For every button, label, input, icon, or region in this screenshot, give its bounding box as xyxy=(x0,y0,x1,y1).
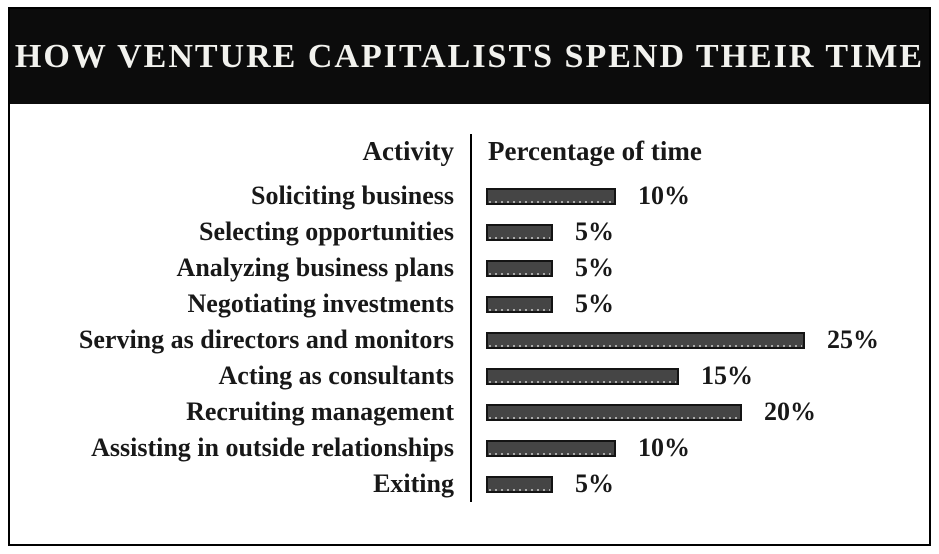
table-row: Soliciting business 10% xyxy=(10,178,929,214)
bar xyxy=(486,295,553,313)
table-row: Assisting in outside relationships 10% xyxy=(10,430,929,466)
activity-column-header: Activity xyxy=(362,136,454,166)
table-header-row: Activity Percentage of time xyxy=(10,134,929,178)
value-label: 5% xyxy=(575,217,614,246)
bar-cell: 15% xyxy=(470,358,929,394)
bar-cell: 5% xyxy=(470,466,929,502)
value-label: 5% xyxy=(575,253,614,282)
table-row: Serving as directors and monitors 25% xyxy=(10,322,929,358)
bar xyxy=(486,439,616,457)
activity-label: Negotiating investments xyxy=(187,289,454,318)
value-label: 10% xyxy=(638,181,690,210)
table-row: Exiting 5% xyxy=(10,466,929,502)
percentage-column-header: Percentage of time xyxy=(470,134,929,178)
table-row: Acting as consultants 15% xyxy=(10,358,929,394)
bar-cell: 10% xyxy=(470,178,929,214)
activity-label: Assisting in outside relationships xyxy=(91,433,454,462)
bar xyxy=(486,367,679,385)
bar-cell: 10% xyxy=(470,430,929,466)
activity-label: Recruiting management xyxy=(186,397,454,426)
table-row: Analyzing business plans 5% xyxy=(10,250,929,286)
value-label: 10% xyxy=(638,433,690,462)
title-band: HOW VENTURE CAPITALISTS SPEND THEIR TIME xyxy=(10,9,929,104)
bar xyxy=(486,187,616,205)
bar-cell: 20% xyxy=(470,394,929,430)
activity-label: Acting as consultants xyxy=(218,361,454,390)
bar-cell: 5% xyxy=(470,250,929,286)
table-row: Selecting opportunities 5% xyxy=(10,214,929,250)
bar-cell: 5% xyxy=(470,286,929,322)
value-label: 25% xyxy=(827,325,879,354)
activity-label: Analyzing business plans xyxy=(176,253,454,282)
value-label: 5% xyxy=(575,469,614,498)
value-label: 20% xyxy=(764,397,816,426)
bar xyxy=(486,223,553,241)
page-title: HOW VENTURE CAPITALISTS SPEND THEIR TIME xyxy=(14,37,925,75)
bar xyxy=(486,259,553,277)
bar-cell: 25% xyxy=(470,322,929,358)
activity-label: Selecting opportunities xyxy=(199,217,454,246)
chart-frame: HOW VENTURE CAPITALISTS SPEND THEIR TIME… xyxy=(8,7,931,546)
table-row: Negotiating investments 5% xyxy=(10,286,929,322)
table-row: Recruiting management 20% xyxy=(10,394,929,430)
bar xyxy=(486,403,742,421)
bar xyxy=(486,475,553,493)
value-label: 5% xyxy=(575,289,614,318)
value-label: 15% xyxy=(701,361,753,390)
chart-rows: Soliciting business 10% Selecting opport… xyxy=(10,178,929,502)
activity-label: Soliciting business xyxy=(250,181,454,210)
activity-label: Serving as directors and monitors xyxy=(78,325,454,354)
activity-label: Exiting xyxy=(373,469,454,498)
bar-cell: 5% xyxy=(470,214,929,250)
chart-table: Activity Percentage of time Soliciting b… xyxy=(10,134,929,502)
bar xyxy=(486,331,805,349)
